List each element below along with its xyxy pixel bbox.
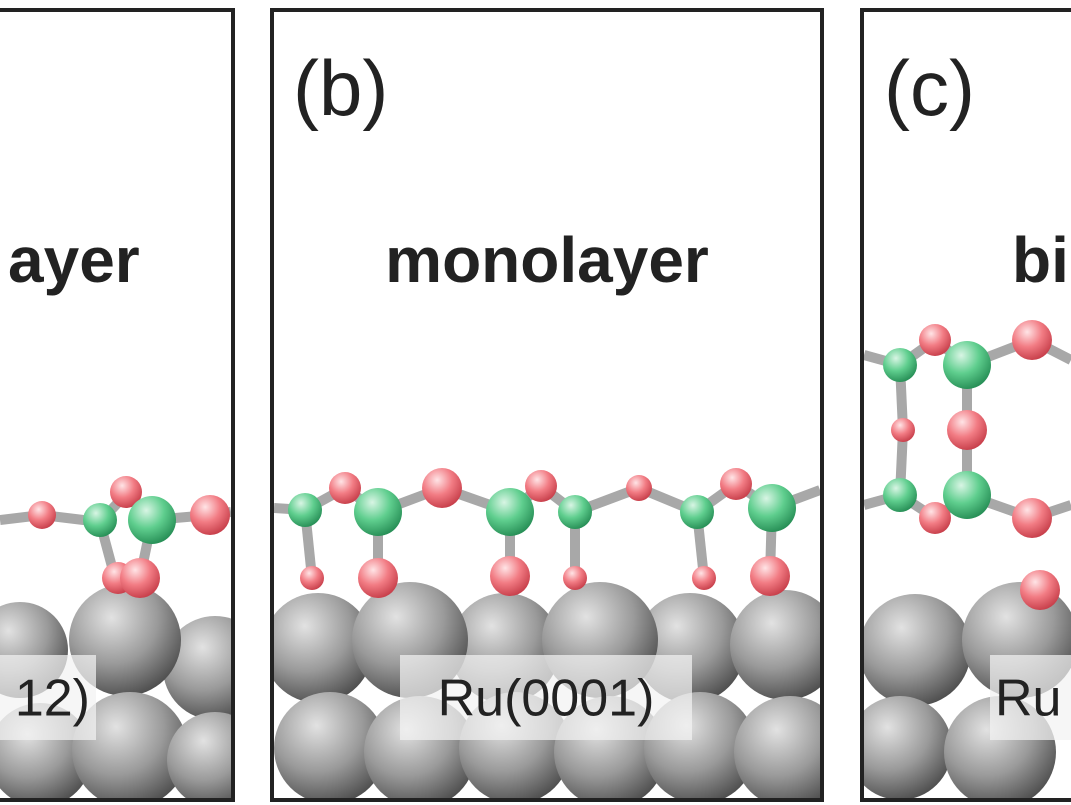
o-atom (891, 418, 915, 442)
o-atom (490, 556, 530, 596)
o-atom (1020, 570, 1060, 610)
figure: 12) Ru(0001) Ru ayer (b) monolayer (c) b… (0, 0, 1071, 805)
substrate-label: 12) (15, 670, 90, 728)
panel-b: Ru(0001) (263, 468, 846, 805)
n-atom (748, 484, 796, 532)
o-atom (525, 470, 557, 502)
o-atom (626, 475, 652, 501)
o-atom (1012, 498, 1052, 538)
n-atom (354, 488, 402, 536)
n-atom (943, 341, 991, 389)
panel-label: (c) (884, 44, 975, 132)
o-atom (692, 566, 716, 590)
panel-a: 12) (0, 476, 267, 805)
n-atom (943, 471, 991, 519)
ru-atom (734, 696, 846, 805)
panel-heading: monolayer (385, 224, 709, 296)
o-atom (947, 410, 987, 450)
o-atom (422, 468, 462, 508)
n-atom (486, 488, 534, 536)
panel-label: (b) (293, 44, 388, 132)
n-atom (680, 495, 714, 529)
o-atom (329, 472, 361, 504)
n-atom (883, 348, 917, 382)
o-atom (750, 556, 790, 596)
o-atom (919, 324, 951, 356)
page: {"panels": [ {"heading": "ayer", "substr… (0, 0, 1071, 805)
n-atom (558, 495, 592, 529)
o-atom (300, 566, 324, 590)
panel-heading: ayer (8, 224, 140, 296)
substrate-label: Ru (995, 670, 1061, 728)
o-atom (28, 501, 56, 529)
o-atom (563, 566, 587, 590)
n-atom (83, 503, 117, 537)
o-atom (720, 468, 752, 500)
o-atom (358, 558, 398, 598)
substrate-label: Ru(0001) (438, 670, 655, 728)
n-atom (883, 478, 917, 512)
ru-atom (859, 594, 971, 706)
o-atom (1012, 320, 1052, 360)
o-atom (120, 558, 160, 598)
panel-heading: bi (1012, 224, 1069, 296)
n-atom (128, 496, 176, 544)
o-atom (190, 495, 230, 535)
n-atom (288, 493, 322, 527)
ru-atom (167, 712, 263, 805)
panel-c: Ru (848, 320, 1071, 805)
